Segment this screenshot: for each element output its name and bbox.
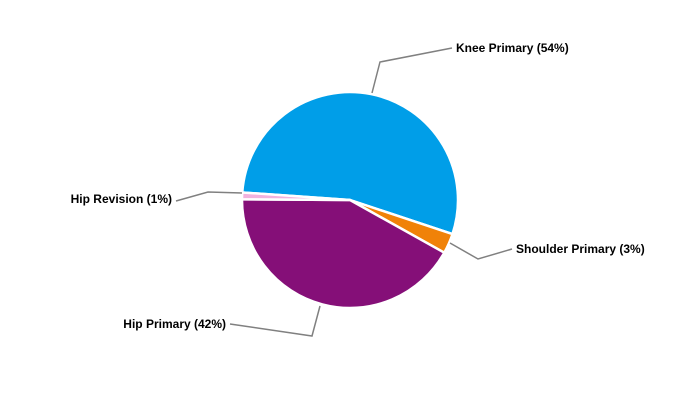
- slice-hip-primary[interactable]: [240, 197, 446, 310]
- label-shoulder-primary: Shoulder Primary (3%): [516, 242, 645, 256]
- leader-line-hip-primary: [229, 305, 321, 337]
- label-hip-revision: Hip Revision (1%): [71, 192, 172, 206]
- leader-line-hip-revision: [175, 191, 243, 202]
- leader-line-shoulder-primary: [449, 242, 513, 260]
- slice-knee-primary[interactable]: [241, 90, 460, 236]
- slice-hip-revision[interactable]: [240, 191, 352, 202]
- label-hip-primary: Hip Primary (42%): [123, 317, 226, 331]
- label-knee-primary: Knee Primary (54%): [456, 41, 569, 55]
- leader-line-knee-primary: [371, 47, 453, 94]
